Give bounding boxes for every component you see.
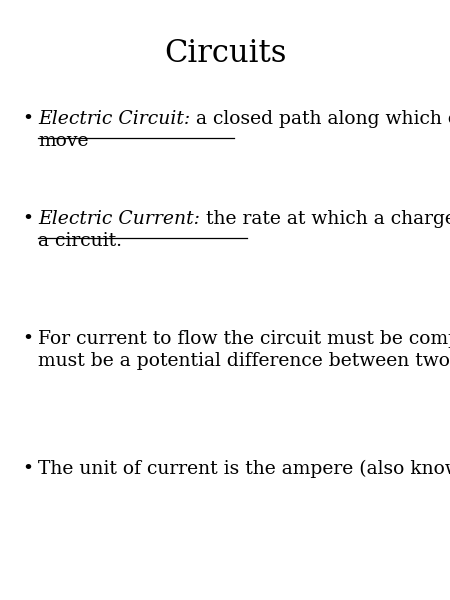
Text: Electric Circuit:: Electric Circuit:: [38, 110, 190, 128]
Text: a closed path along which charged particles: a closed path along which charged partic…: [190, 110, 450, 128]
Text: •: •: [22, 460, 33, 478]
Text: must be a potential difference between two points in the circuit.: must be a potential difference between t…: [38, 352, 450, 370]
Text: Circuits: Circuits: [164, 38, 286, 69]
Text: •: •: [22, 330, 33, 348]
Text: the rate at which a charge passes a given point in: the rate at which a charge passes a give…: [200, 210, 450, 228]
Text: a circuit.: a circuit.: [38, 232, 122, 250]
Text: •: •: [22, 110, 33, 128]
Text: Electric Current:: Electric Current:: [38, 210, 200, 228]
Text: •: •: [22, 210, 33, 228]
Text: For current to flow the circuit must be complete and there: For current to flow the circuit must be …: [38, 330, 450, 348]
Text: move: move: [38, 132, 89, 150]
Text: The unit of current is the ampere (also known as an amp): The unit of current is the ampere (also …: [38, 460, 450, 478]
